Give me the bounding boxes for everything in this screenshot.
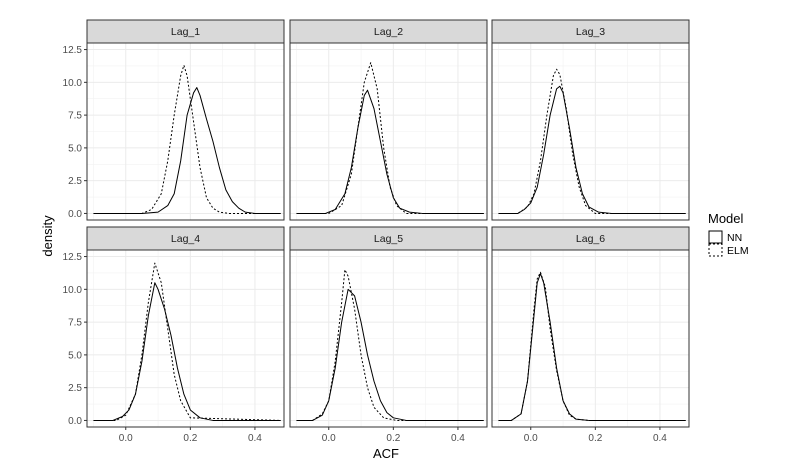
panel-border bbox=[289, 42, 488, 221]
facet-panel-lag-1: Lag_1 bbox=[86, 19, 285, 221]
facet-strip-label: Lag_1 bbox=[171, 26, 200, 38]
y-tick-label: 7.5 bbox=[68, 111, 82, 122]
facet-panel-lag-3: Lag_3 bbox=[491, 19, 690, 221]
facet-strip-label: Lag_2 bbox=[374, 26, 403, 38]
y-tick-label: 5.0 bbox=[68, 350, 82, 361]
facet-strip-label: Lag_4 bbox=[171, 233, 200, 245]
facet-panels: Lag_1 Lag_2 Lag_3 Lag_4 Lag_5 Lag_6 bbox=[86, 19, 690, 428]
y-axis-title: density bbox=[40, 215, 55, 257]
legend-item-nn: NN bbox=[708, 230, 742, 244]
density-line-nn bbox=[296, 288, 484, 421]
x-tick-label: 0.0 bbox=[322, 433, 336, 444]
facet-strip-label: Lag_5 bbox=[374, 233, 403, 245]
x-tick-label: 0.2 bbox=[588, 433, 602, 444]
x-tick-label: 0.2 bbox=[183, 433, 197, 444]
facet-panel-lag-2: Lag_2 bbox=[289, 19, 488, 221]
x-tick-label: 0.4 bbox=[248, 433, 262, 444]
density-line-nn bbox=[93, 87, 281, 214]
axes: 0.0 2.5 5.0 7.5 10.0 12.5 0.0 2.5 5.0 7.5 10.0 12.5… bbox=[63, 45, 668, 444]
x-tick-label: 0.2 bbox=[386, 433, 400, 444]
facet-panel-lag-5: Lag_5 bbox=[289, 226, 488, 428]
legend-label: ELM bbox=[727, 245, 749, 257]
x-tick-label: 0.4 bbox=[451, 433, 465, 444]
y-tick-label: 10.0 bbox=[63, 285, 83, 296]
legend-key bbox=[708, 230, 723, 244]
density-line-elm bbox=[93, 64, 281, 214]
panel-border bbox=[86, 249, 285, 428]
legend-label: NN bbox=[727, 232, 742, 244]
x-tick-label: 0.0 bbox=[119, 433, 133, 444]
density-line-elm bbox=[296, 62, 484, 214]
density-line-elm bbox=[296, 269, 484, 421]
legend-title: Model bbox=[708, 211, 744, 226]
x-tick-label: 0.4 bbox=[653, 433, 667, 444]
density-line-nn bbox=[296, 89, 484, 214]
y-tick-label: 0.0 bbox=[68, 209, 82, 220]
legend-key bbox=[708, 243, 723, 257]
y-tick-label: 2.5 bbox=[68, 176, 82, 187]
y-tick-label: 10.0 bbox=[63, 78, 83, 89]
y-tick-label: 7.5 bbox=[68, 318, 82, 329]
panel-border bbox=[491, 249, 690, 428]
y-tick-label: 12.5 bbox=[63, 45, 83, 56]
y-tick-label: 12.5 bbox=[63, 252, 83, 263]
facet-panel-lag-4: Lag_4 bbox=[86, 226, 285, 428]
panel-border bbox=[289, 249, 488, 428]
legend-item-elm: ELM bbox=[708, 243, 749, 257]
density-line-nn bbox=[498, 273, 686, 421]
y-tick-label: 5.0 bbox=[68, 143, 82, 154]
facet-strip-label: Lag_6 bbox=[576, 233, 605, 245]
panel-border bbox=[86, 42, 285, 221]
x-tick-label: 0.0 bbox=[524, 433, 538, 444]
density-line-elm bbox=[93, 262, 281, 421]
facet-strip-label: Lag_3 bbox=[576, 26, 605, 38]
panel-border bbox=[491, 42, 690, 221]
y-tick-label: 0.0 bbox=[68, 416, 82, 427]
x-axis-title: ACF bbox=[373, 446, 399, 461]
density-line-elm bbox=[498, 68, 686, 214]
y-tick-label: 2.5 bbox=[68, 383, 82, 394]
facet-panel-lag-6: Lag_6 bbox=[491, 226, 690, 428]
